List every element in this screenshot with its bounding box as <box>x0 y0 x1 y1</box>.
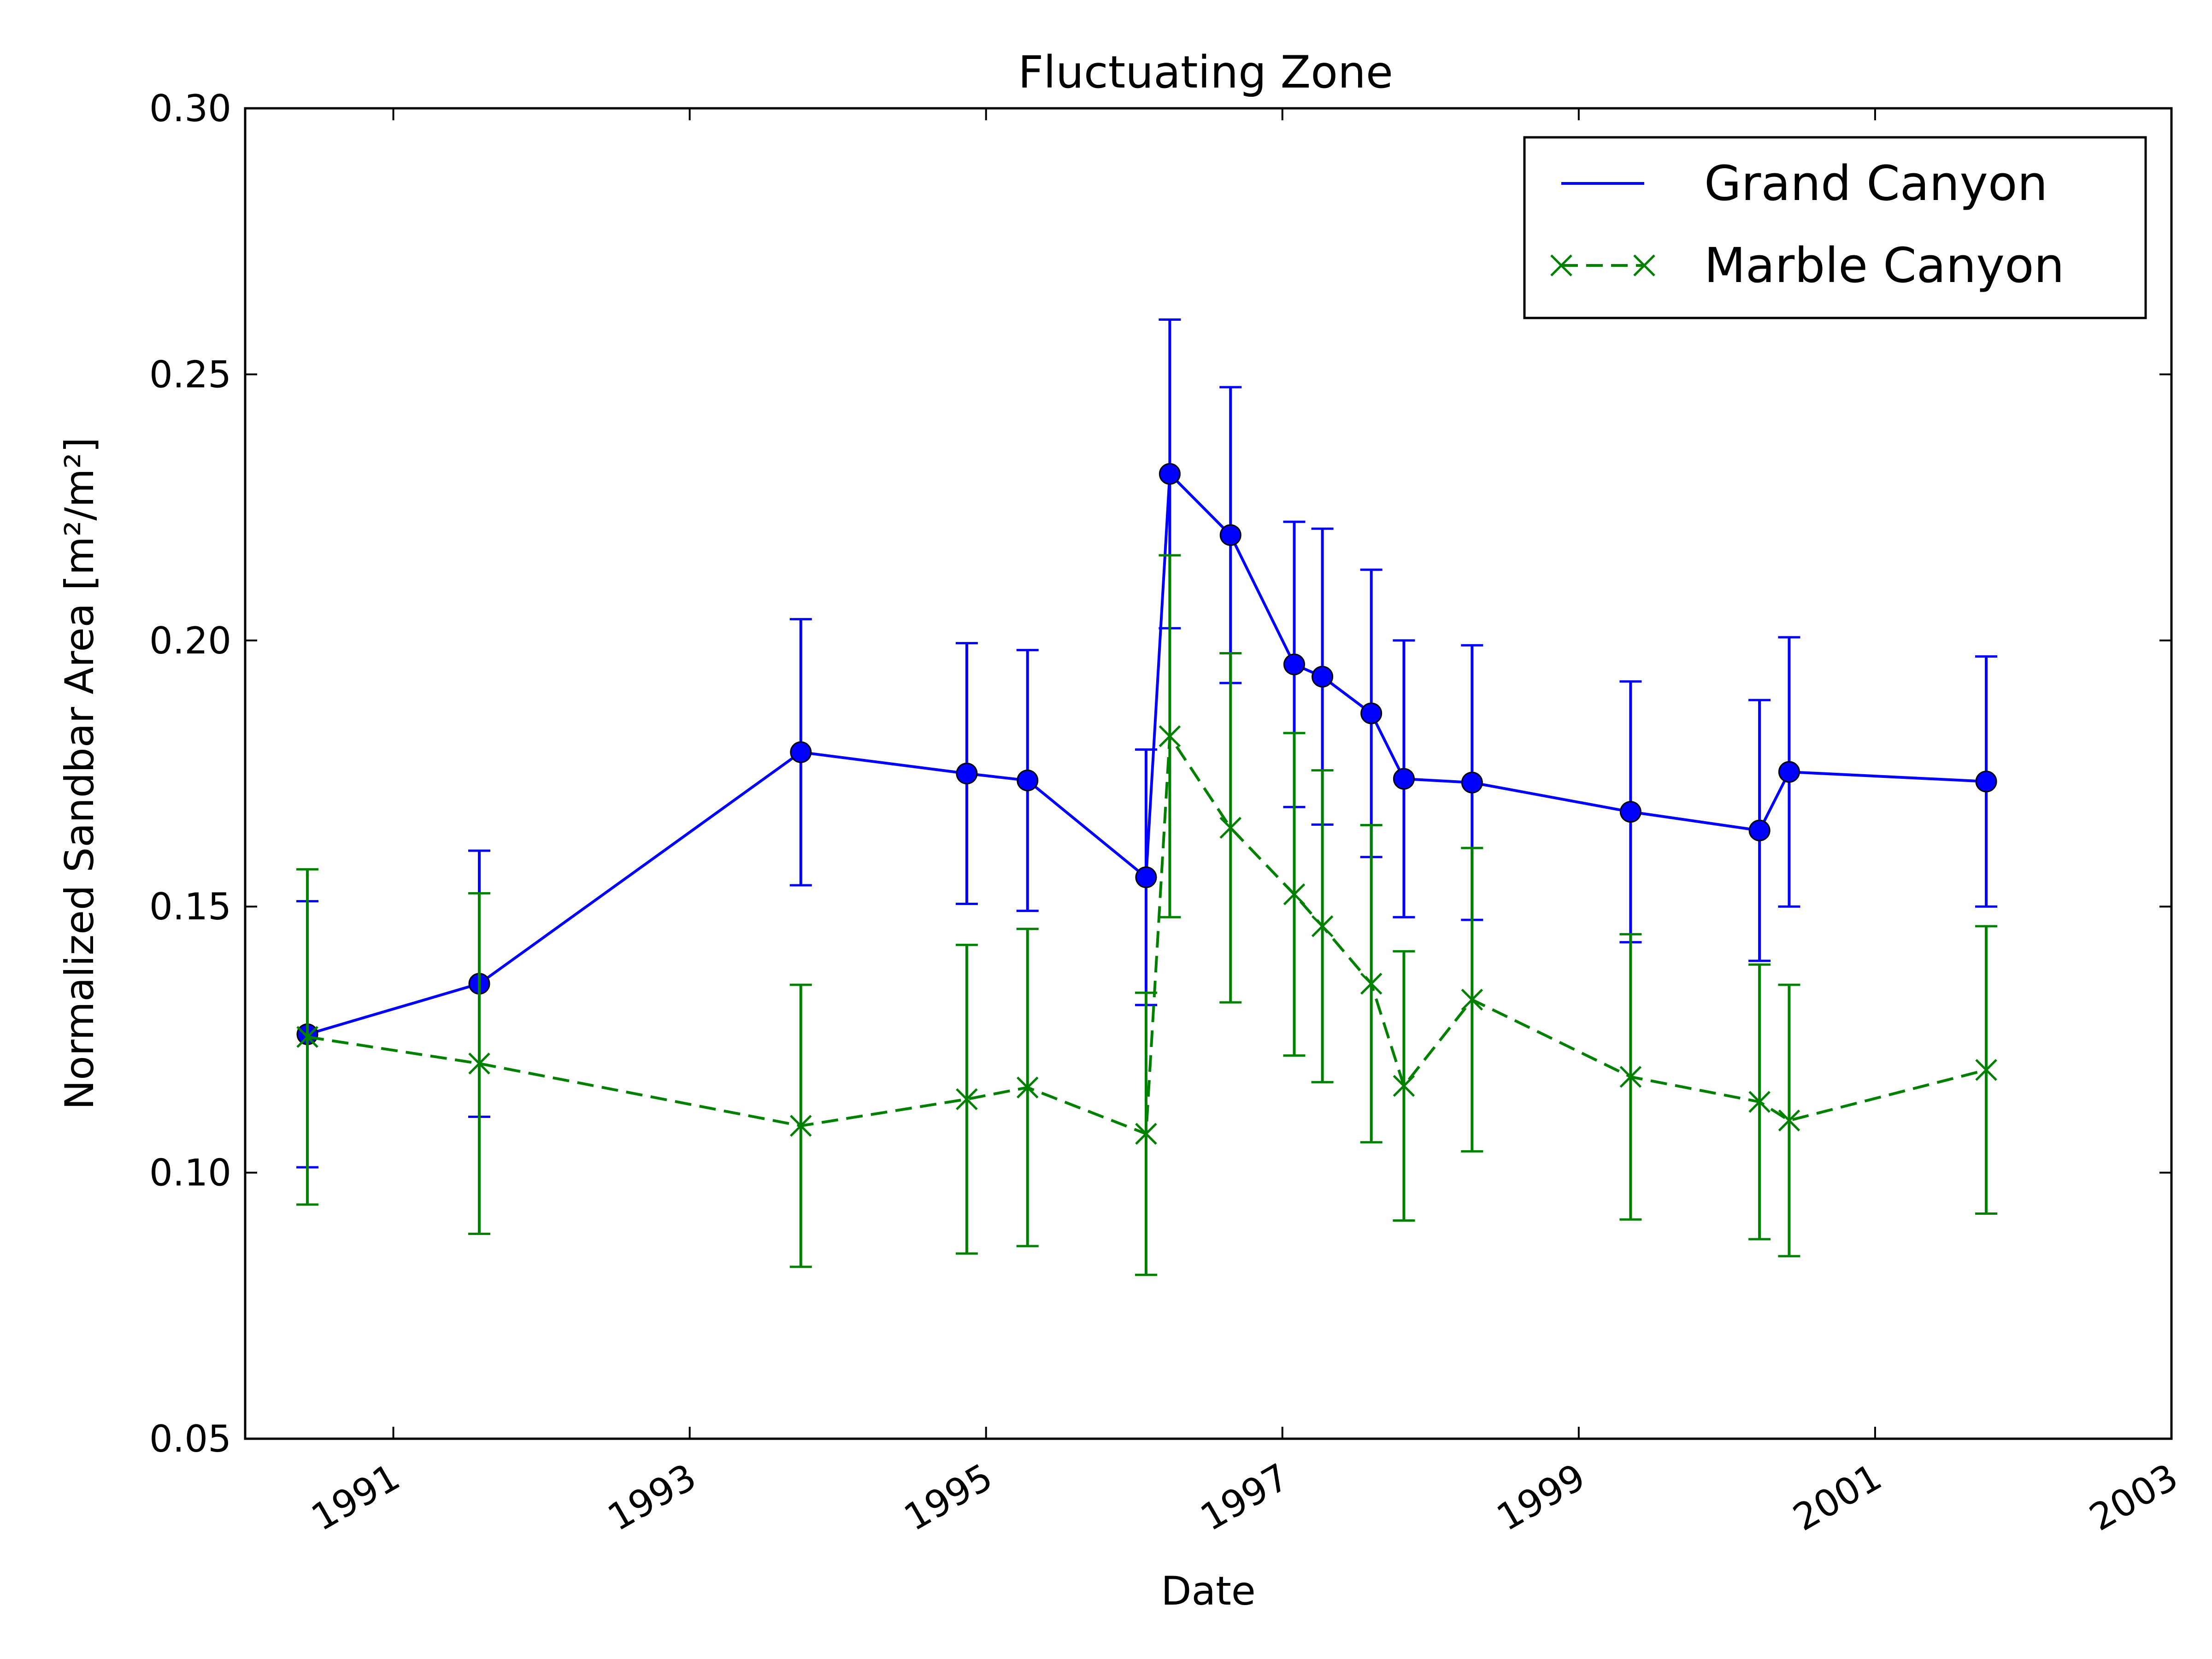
data-point <box>468 1053 490 1075</box>
data-point <box>1748 819 1771 841</box>
legend-marker <box>1550 254 1572 276</box>
legend-box <box>1523 136 2147 319</box>
y-axis-title: Normalized Sandbar Area [m²/m²] <box>57 437 103 1110</box>
y-tick-label: 0.15 <box>149 885 231 928</box>
data-point <box>1159 463 1181 485</box>
legend-label: Grand Canyon <box>1704 155 2047 212</box>
data-point <box>1619 1065 1642 1088</box>
data-point <box>1283 883 1306 906</box>
data-point <box>1778 1109 1800 1132</box>
data-point <box>1311 915 1334 937</box>
series-grand-canyon <box>296 318 1998 1169</box>
data-point <box>1778 761 1800 783</box>
legend-item: Marble Canyon <box>1550 237 2065 294</box>
data-point <box>1159 725 1181 747</box>
data-point <box>1975 771 1997 793</box>
x-axis-title: Date <box>1161 1568 1256 1614</box>
series-marble-canyon <box>296 554 1998 1276</box>
axes-frame <box>244 107 2173 1440</box>
series-layer <box>296 318 1998 1276</box>
legend-label: Marble Canyon <box>1704 237 2065 294</box>
data-point <box>1461 771 1483 794</box>
data-point <box>1975 1059 1997 1081</box>
data-point <box>1135 1123 1157 1145</box>
data-point <box>790 741 812 763</box>
data-point <box>1393 1075 1415 1097</box>
data-point <box>1619 801 1641 823</box>
data-point <box>1283 653 1305 676</box>
data-point <box>1360 972 1382 995</box>
data-point <box>956 1088 978 1111</box>
data-point <box>1017 770 1039 792</box>
data-point <box>1748 1091 1771 1113</box>
data-point <box>1461 988 1483 1011</box>
data-point <box>1219 524 1241 546</box>
legend: Grand Canyon Marble Canyon <box>1523 136 2147 319</box>
y-tick-label: 0.10 <box>149 1152 231 1194</box>
y-tick-label: 0.05 <box>149 1418 231 1460</box>
y-tick-label: 0.25 <box>149 353 231 396</box>
legend-item: Grand Canyon <box>1561 155 2047 212</box>
data-point <box>790 1115 812 1137</box>
legend-marker <box>1633 254 1655 276</box>
data-point <box>1360 702 1382 724</box>
chart-title: Fluctuating Zone <box>1018 47 1393 98</box>
data-point <box>1016 1077 1039 1099</box>
y-tick-label: 0.30 <box>149 87 231 130</box>
data-point <box>1135 866 1157 888</box>
data-point <box>296 1026 318 1048</box>
data-point <box>956 763 978 784</box>
y-tick-label: 0.20 <box>149 619 231 662</box>
data-point <box>1219 817 1241 839</box>
legend-items: Grand Canyon Marble Canyon <box>1550 155 2065 294</box>
data-point <box>1312 665 1334 688</box>
data-point <box>1393 768 1415 790</box>
